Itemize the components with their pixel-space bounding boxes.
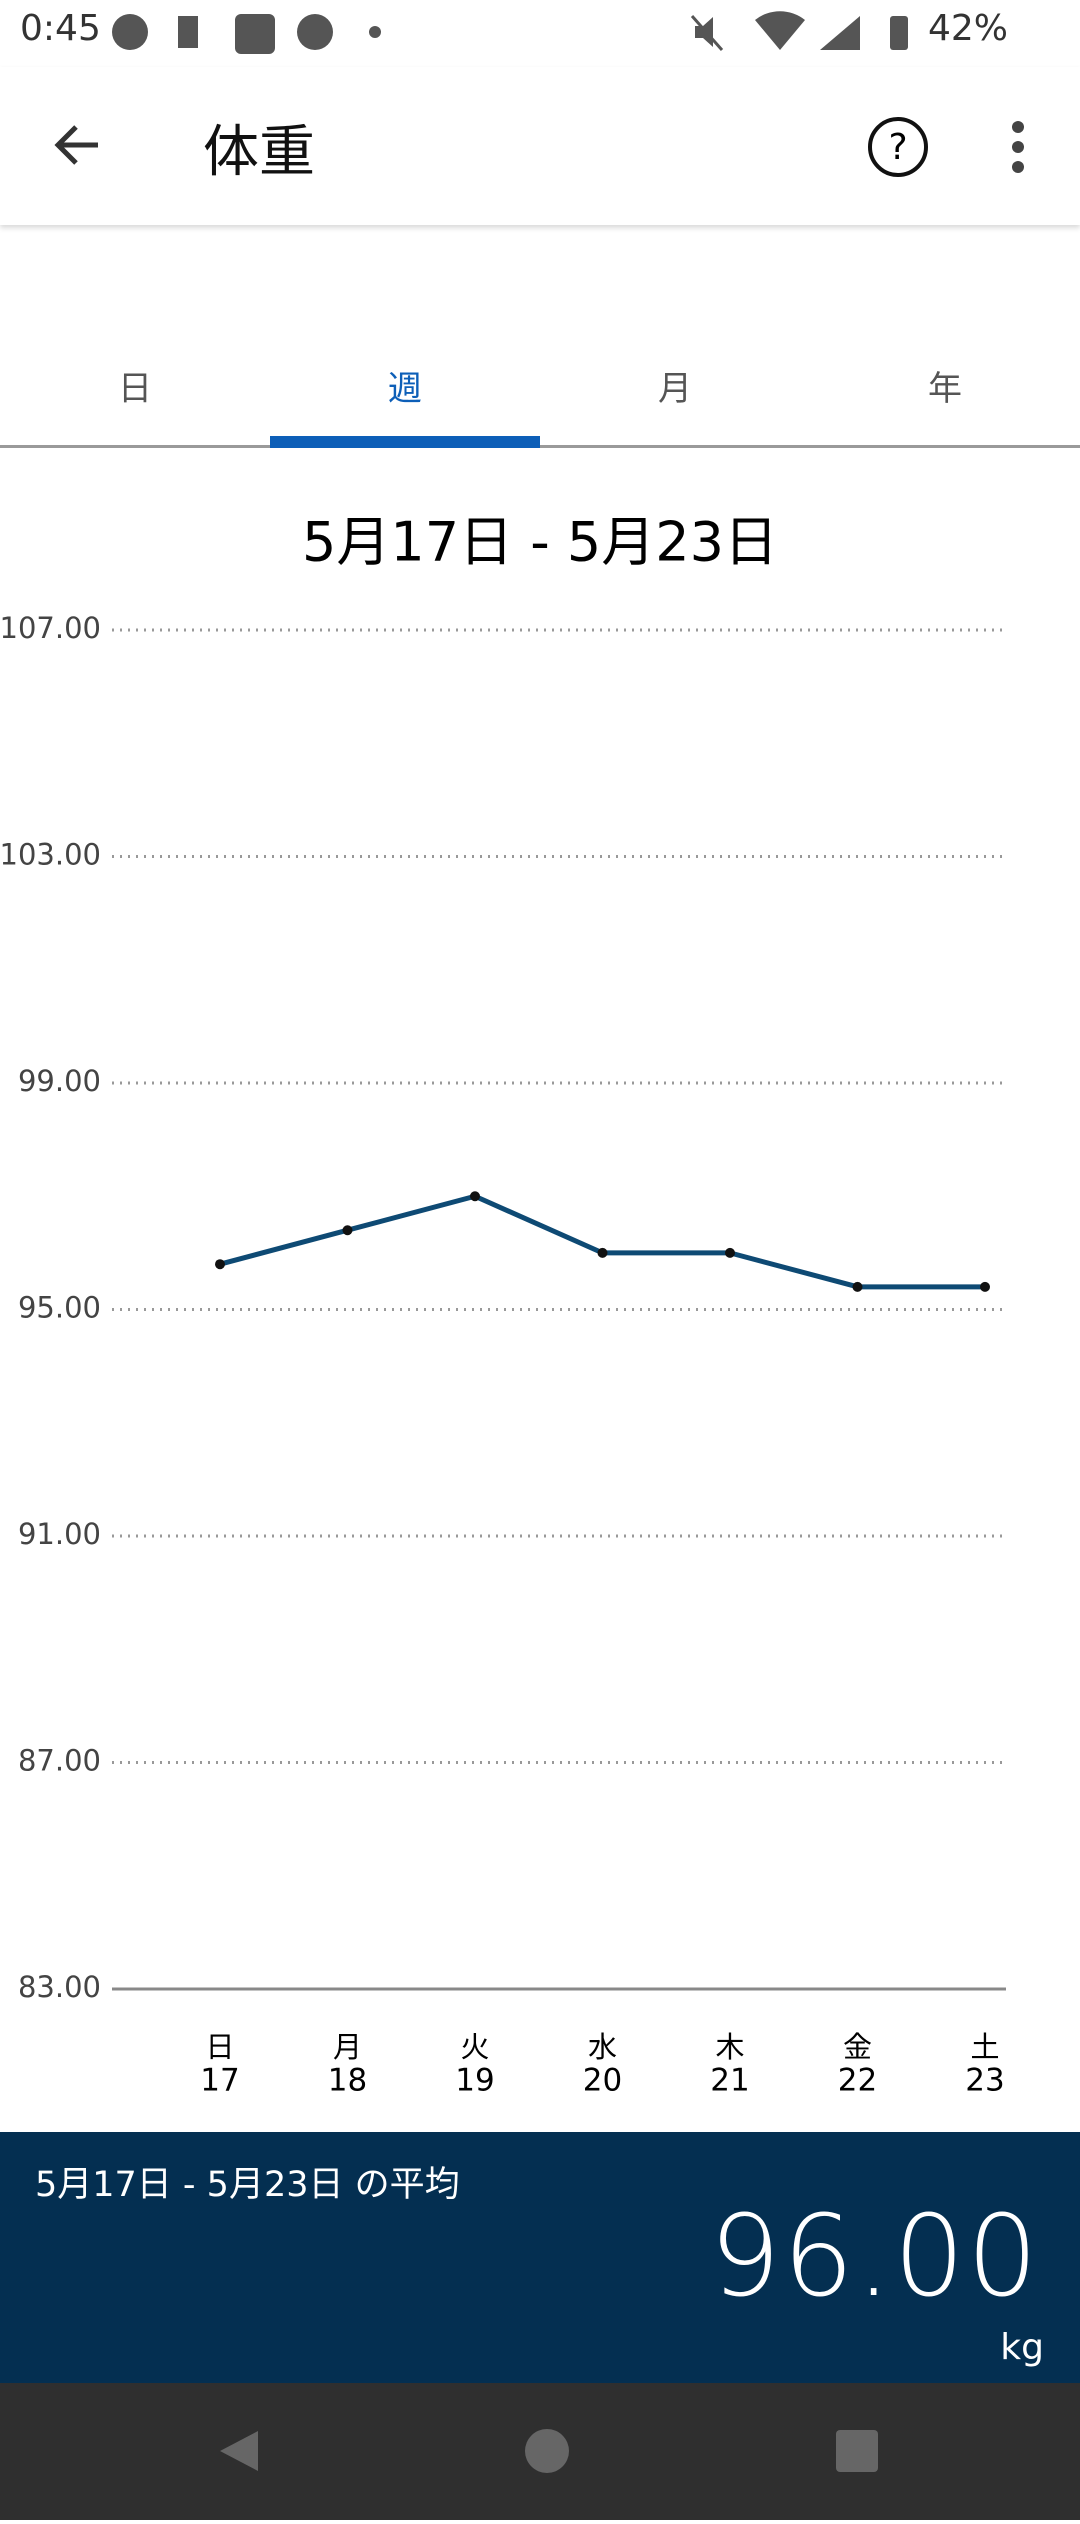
x-weekday-label: 木 [715,2030,744,2064]
average-panel: 5月17日 - 5月23日 の平均 96.00 kg [0,2132,1080,2383]
average-value: 96.00 [709,2192,1040,2322]
nav-buttons [220,2429,878,2473]
y-tick-label: 107.00 [0,611,101,645]
tab[interactable]: 日 [118,369,152,409]
nav-home[interactable] [525,2429,569,2473]
average-label: 5月17日 - 5月23日 の平均 [35,2165,460,2205]
data-point [342,1225,353,1236]
system-icons [690,11,908,51]
tab[interactable]: 年 [928,369,962,409]
navigation-bar [0,2383,1080,2520]
back-button[interactable] [50,117,106,173]
x-tick-label: 17 [200,2063,239,2099]
data-point [597,1247,608,1258]
data-point [852,1281,863,1292]
average-unit: kg [1000,2327,1044,2368]
chart-title: 5月17日 - 5月23日 [302,511,778,574]
tab[interactable]: 週 [270,330,540,448]
x-weekday-label: 金 [843,2030,872,2064]
screen-title: 体重 [203,120,315,185]
nav-recents[interactable] [836,2430,878,2472]
x-weekday-label: 火 [460,2030,489,2064]
menu-button[interactable] [1000,117,1036,181]
nav-back[interactable] [220,2431,258,2471]
x-tick-label: 19 [455,2063,494,2099]
data-point [725,1247,735,1258]
x-weekday-label: 土 [970,2030,999,2064]
y-tick-label: 99.00 [18,1064,101,1098]
y-tick-label: 83.00 [18,1970,101,2004]
x-tick-label: 21 [710,2063,749,2099]
app-bar: 体重 ? [0,67,1080,225]
x-tick-label: 23 [965,2063,1004,2099]
data-point [470,1191,480,1202]
x-weekday-label: 水 [588,2030,617,2064]
notification-icons [112,14,381,54]
help-button[interactable]: ? [866,115,930,179]
status-time: 0:45 [20,8,101,49]
x-weekday-label: 日 [205,2030,234,2064]
x-weekday-label: 月 [333,2030,362,2064]
y-tick-label: 91.00 [18,1517,101,1551]
x-tick-label: 22 [838,2063,877,2099]
y-tick-label: 103.00 [0,838,101,872]
svg-text:?: ? [888,127,907,168]
tab[interactable]: 月 [658,369,692,409]
y-tick-label: 95.00 [18,1291,101,1325]
data-point [215,1259,225,1270]
weight-chart: 5月17日 - 5月23日 107.00 103.00 99.00 95.00 91.00… [0,511,1006,2099]
y-tick-label: 87.00 [18,1744,101,1778]
status-bar: 0:45 42% [0,0,1080,67]
x-tick-label: 20 [583,2063,622,2099]
weight-line [219,1193,985,1290]
x-tick-label: 18 [328,2063,367,2099]
battery-level: 42% [928,8,1009,49]
data-point [980,1281,990,1292]
period-tabs: 日週月年 [0,330,1080,448]
